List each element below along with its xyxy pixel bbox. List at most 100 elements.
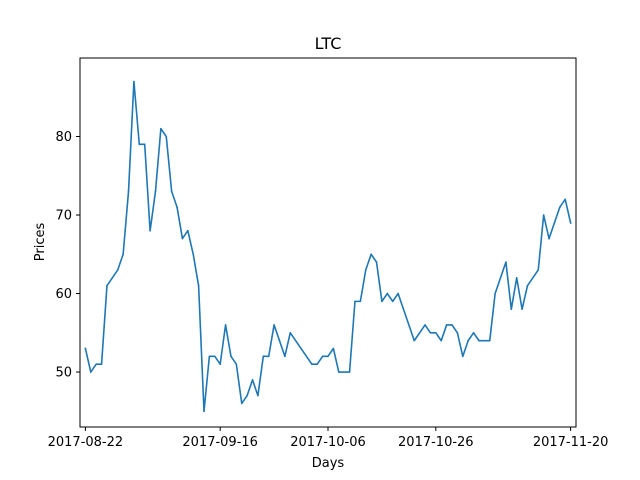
data-point: [116, 269, 119, 271]
data-point: [483, 339, 486, 342]
data-point: [478, 339, 480, 342]
data-point: [375, 261, 378, 263]
y-tick-label: 60: [55, 287, 72, 302]
data-point: [95, 363, 97, 365]
data-point: [440, 339, 443, 342]
data-point: [311, 363, 313, 365]
data-point: [240, 402, 243, 405]
data-point: [435, 331, 437, 334]
plot-area: [84, 80, 572, 413]
data-point: [267, 355, 270, 358]
x-axis-label: Days: [312, 456, 345, 471]
y-tick-label: 80: [55, 130, 72, 145]
data-point: [467, 339, 469, 342]
data-point: [418, 331, 421, 334]
x-tick-label: 2017-09-16: [182, 435, 258, 450]
data-point: [564, 198, 567, 201]
data-point: [289, 331, 292, 334]
y-tick-label: 70: [55, 209, 72, 224]
data-point: [364, 269, 367, 271]
data-point: [413, 339, 416, 342]
data-point: [494, 292, 496, 295]
data-point: [208, 355, 211, 358]
data-point: [542, 214, 545, 216]
data-point: [154, 190, 157, 193]
data-point: [203, 410, 205, 413]
data-point: [246, 394, 248, 397]
data-point: [251, 379, 254, 381]
data-point: [89, 371, 92, 373]
data-point: [381, 300, 383, 303]
data-point: [332, 347, 335, 350]
data-point: [138, 143, 141, 146]
data-point: [526, 284, 529, 287]
data-point: [488, 339, 491, 342]
data-point: [559, 206, 561, 208]
data-point: [284, 355, 286, 358]
x-tick-label: 2017-10-26: [398, 435, 474, 450]
data-point: [273, 324, 275, 326]
y-tick-label: 50: [55, 366, 72, 381]
data-point: [316, 363, 319, 365]
data-point: [230, 355, 232, 358]
data-point: [143, 143, 146, 146]
data-point: [359, 300, 362, 303]
data-point: [391, 300, 394, 303]
data-point: [456, 331, 459, 334]
data-point: [472, 331, 475, 334]
data-point: [451, 324, 453, 326]
data-point: [445, 324, 448, 326]
data-point: [510, 308, 513, 311]
data-point: [429, 331, 432, 334]
data-point: [111, 277, 114, 279]
data-point: [187, 229, 189, 232]
x-tick-label: 2017-08-22: [48, 435, 124, 450]
data-point: [278, 339, 281, 342]
data-point: [505, 261, 507, 263]
data-point: [84, 347, 87, 350]
data-point: [192, 253, 195, 256]
series-vertices: [84, 80, 572, 413]
data-point: [170, 190, 173, 193]
data-point: [165, 135, 168, 138]
data-point: [424, 324, 426, 326]
data-point: [397, 292, 399, 295]
data-point: [262, 355, 265, 358]
data-point: [149, 229, 151, 232]
data-point: [219, 363, 221, 365]
y-axis-label: Prices: [33, 223, 48, 262]
data-point: [197, 284, 200, 287]
data-point: [181, 237, 184, 240]
data-point: [100, 363, 103, 365]
data-point: [537, 269, 540, 271]
data-point: [348, 371, 351, 373]
data-point: [235, 363, 238, 365]
chart-title: LTC: [315, 34, 342, 53]
data-point: [257, 394, 259, 397]
data-point: [515, 277, 518, 279]
x-axis: 2017-08-22 2017-09-16 2017-10-06 2017-10-26…: [48, 427, 609, 450]
data-point: [553, 222, 556, 224]
data-point: [337, 371, 340, 373]
data-point: [106, 284, 108, 287]
data-point: [461, 355, 464, 358]
y-axis: 50 60 70 80: [55, 130, 80, 381]
data-point: [213, 355, 216, 358]
data-point: [160, 127, 162, 130]
x-tick-label: 2017-10-06: [290, 435, 366, 450]
data-point: [321, 355, 324, 358]
data-point: [122, 253, 124, 256]
data-point: [127, 190, 130, 193]
x-tick-label: 2017-11-20: [533, 435, 609, 450]
data-point: [224, 324, 227, 326]
data-point: [176, 206, 178, 208]
data-point: [133, 80, 135, 83]
data-point: [569, 222, 572, 224]
data-point: [548, 237, 550, 240]
data-point: [370, 253, 372, 256]
data-point: [386, 292, 389, 295]
data-point: [354, 300, 356, 303]
data-point: [327, 355, 329, 358]
